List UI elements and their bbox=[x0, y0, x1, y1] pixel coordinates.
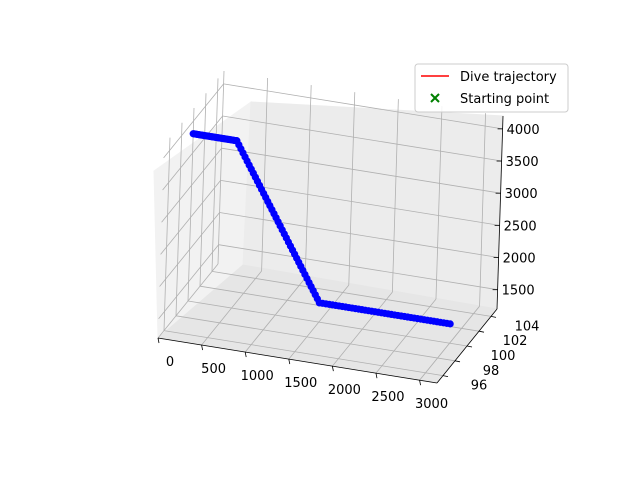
z-tick-label: 4000 bbox=[507, 123, 540, 138]
x-tick-label: 2500 bbox=[371, 390, 404, 405]
z-grid-line-side bbox=[161, 147, 222, 223]
x-tick-label: 1500 bbox=[284, 376, 317, 391]
y-grid-line-side bbox=[163, 137, 171, 331]
y-tick-label: 102 bbox=[503, 334, 528, 349]
x-grid-line-back bbox=[217, 70, 225, 265]
z-tick-label: 2500 bbox=[504, 219, 537, 234]
z-grid-line-back bbox=[222, 115, 502, 162]
x-axis-line bbox=[157, 337, 438, 384]
x-grid-line-back bbox=[391, 99, 399, 293]
x-tick-mark bbox=[331, 366, 334, 372]
y-tick-mark bbox=[478, 330, 485, 333]
z-grid-line-side bbox=[159, 212, 220, 287]
axis-ticks bbox=[157, 128, 503, 386]
y-grid-line-side bbox=[211, 78, 219, 272]
z-grid-line-side bbox=[162, 115, 223, 191]
z-grid-line-back bbox=[220, 179, 500, 226]
y-grid-line-floor bbox=[187, 300, 468, 347]
z-tick-labels: 1500 2000 2500 3000 3500 4000 bbox=[502, 123, 540, 299]
grid-lines bbox=[157, 70, 503, 381]
x-grid-line-back bbox=[304, 85, 312, 279]
z-grid-line-side bbox=[160, 180, 221, 255]
z-grid-line-back bbox=[218, 244, 498, 291]
x-tick-mark bbox=[201, 344, 203, 351]
x-tick-label: 3000 bbox=[415, 397, 448, 412]
x-tick-label: 1000 bbox=[241, 369, 274, 384]
y-grid-line-side bbox=[175, 122, 183, 316]
y-tick-label: 104 bbox=[515, 319, 540, 334]
z-grid-line-side bbox=[163, 83, 224, 159]
x-tick-label: 0 bbox=[166, 355, 174, 370]
x-tick-mark bbox=[157, 337, 160, 344]
y-grid-line-side bbox=[199, 93, 207, 287]
x-tick-label: 500 bbox=[201, 362, 226, 377]
series-layer bbox=[189, 130, 454, 328]
y-grid-line-floor bbox=[175, 315, 456, 362]
x-grid-line-back bbox=[479, 113, 486, 307]
z-grid-line-back bbox=[221, 147, 501, 194]
z-tick-label: 2000 bbox=[503, 252, 536, 267]
x-tick-label: 2000 bbox=[328, 383, 361, 398]
x-grid-line-back bbox=[261, 78, 268, 272]
y-tick-label: 100 bbox=[491, 349, 516, 364]
z-axis-line bbox=[496, 115, 504, 310]
z-grid-line-back bbox=[219, 212, 499, 258]
x-tick-mark bbox=[244, 351, 247, 358]
z-tick-label: 3500 bbox=[506, 155, 539, 170]
x-tick-mark bbox=[375, 373, 378, 379]
y-grid-line-side bbox=[187, 107, 195, 302]
y-tick-label: 98 bbox=[483, 364, 500, 379]
y-tick-mark bbox=[442, 375, 449, 377]
z-grid-line-back bbox=[223, 83, 503, 130]
trajectory-point bbox=[446, 320, 454, 328]
z-tick-label: 1500 bbox=[502, 284, 535, 299]
legend-label-trajectory: Dive trajectory bbox=[460, 70, 557, 85]
y-tick-mark bbox=[454, 360, 461, 363]
y-axis-line bbox=[436, 308, 498, 384]
z-tick-label: 3000 bbox=[505, 187, 538, 202]
y-tick-mark bbox=[490, 316, 497, 318]
y-tick-label: 96 bbox=[471, 379, 488, 394]
legend-label-start: Starting point bbox=[460, 92, 549, 107]
legend: Dive trajectory Starting point bbox=[414, 63, 569, 113]
y-grid-line-floor bbox=[163, 330, 444, 376]
legend-frame bbox=[414, 63, 569, 113]
legend-x-marker-icon bbox=[430, 93, 440, 103]
y-tick-mark bbox=[466, 345, 473, 348]
x-grid-line-back bbox=[435, 106, 443, 300]
x-tick-labels: 0 500 1000 1500 2000 2500 3000 bbox=[166, 355, 448, 412]
x-tick-mark bbox=[419, 380, 421, 386]
y-grid-line-floor bbox=[211, 271, 492, 317]
x-grid-line-back bbox=[348, 92, 356, 286]
z-grid-line-side bbox=[158, 244, 219, 319]
x-tick-mark bbox=[288, 359, 291, 365]
